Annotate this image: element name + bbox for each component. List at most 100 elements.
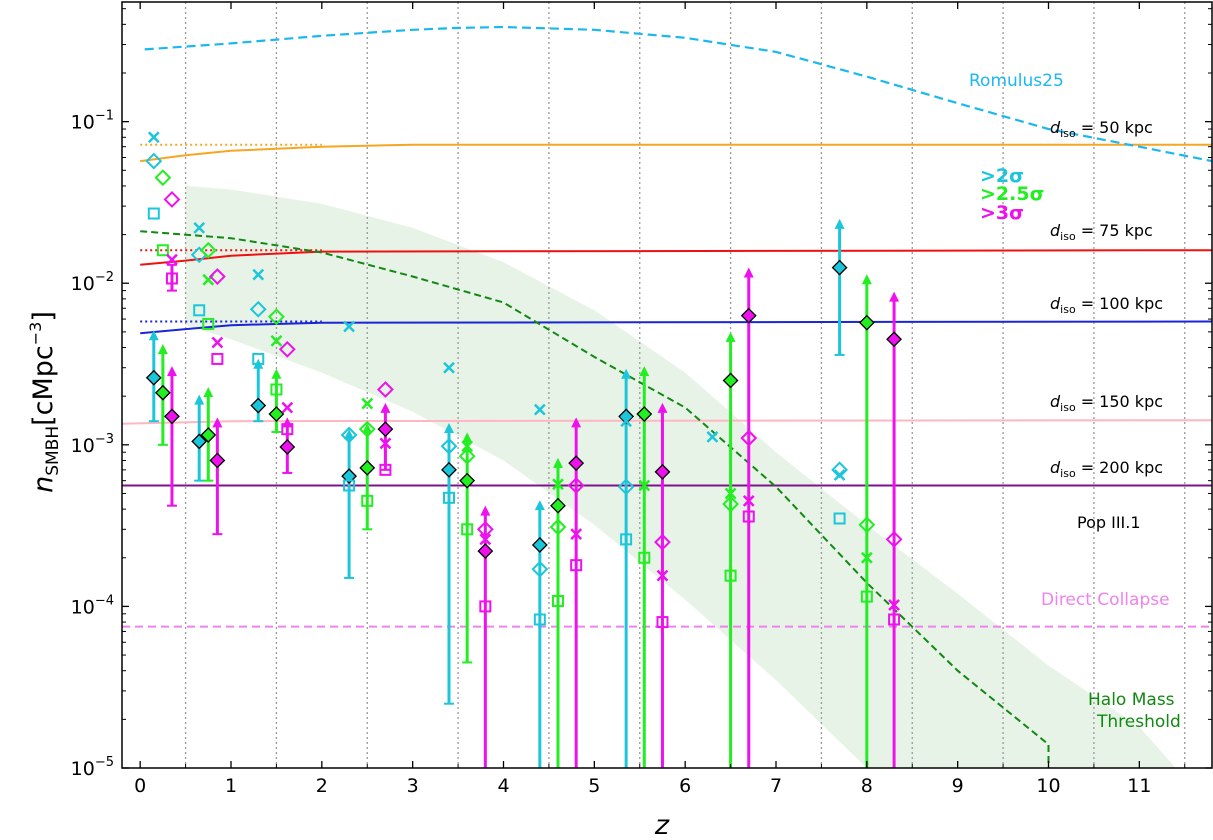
data-point xyxy=(281,423,294,436)
data-point xyxy=(833,512,846,525)
data-point xyxy=(618,408,635,425)
upper-limit-arrow xyxy=(553,457,563,468)
data-point xyxy=(636,406,653,422)
romulus-label: Romulus25 xyxy=(969,71,1064,91)
data-point xyxy=(860,590,873,603)
data-point xyxy=(656,616,669,629)
data-point xyxy=(706,430,719,443)
upper-limit-arrow xyxy=(657,402,668,413)
data-point xyxy=(552,595,564,608)
data-point xyxy=(343,479,356,492)
data-point xyxy=(459,472,476,489)
upper-limit-arrow xyxy=(444,423,454,434)
data-point xyxy=(638,551,651,564)
data-point xyxy=(193,222,206,234)
data-point xyxy=(359,459,376,476)
upper-limit-arrow xyxy=(344,429,355,440)
data-point xyxy=(440,437,458,455)
iso-subscript: iso xyxy=(1060,230,1076,243)
iso-subscript: iso xyxy=(1060,303,1076,316)
svg-text:diso= 75 kpc: diso = 75 kpc xyxy=(1050,221,1153,243)
data-point xyxy=(379,437,392,450)
data-point xyxy=(208,268,226,285)
data-point xyxy=(617,478,635,496)
upper-limit-arrow xyxy=(621,368,632,379)
data-point xyxy=(250,397,267,414)
data-point xyxy=(831,259,848,276)
data-point xyxy=(209,452,226,469)
data-point xyxy=(191,433,208,450)
x-tick-label: 6 xyxy=(679,775,691,797)
data-point xyxy=(461,440,474,453)
data-point xyxy=(740,307,757,324)
x-tick-label: 3 xyxy=(407,775,419,797)
x-tick-label: 8 xyxy=(861,775,873,797)
x-tick-label: 9 xyxy=(952,775,964,797)
data-point xyxy=(270,383,283,396)
y-tick-label: 10−2 xyxy=(71,270,114,295)
data-point xyxy=(479,600,492,613)
data-point xyxy=(638,479,651,492)
upper-limit-arrow xyxy=(462,432,473,443)
upper-limit-arrow xyxy=(166,366,177,377)
data-point xyxy=(164,408,180,425)
data-point xyxy=(377,381,394,398)
data-point xyxy=(443,491,455,504)
data-point xyxy=(550,497,566,514)
data-point xyxy=(377,421,394,438)
data-point xyxy=(268,406,285,422)
data-point xyxy=(166,253,178,266)
data-point xyxy=(533,403,546,416)
data-point xyxy=(252,352,265,365)
data-point xyxy=(165,272,178,285)
data-point xyxy=(202,317,215,330)
d75-value: = 75 kpc xyxy=(1081,221,1153,240)
halo-mass-band xyxy=(185,185,1176,768)
svg-text:diso= 50 kpc: diso = 50 kpc xyxy=(1050,118,1153,140)
data-point xyxy=(343,320,355,333)
upper-limit-arrow xyxy=(743,267,754,278)
data-point xyxy=(441,461,457,478)
data-point xyxy=(570,559,583,572)
data-point xyxy=(193,304,206,317)
upper-limit-arrow xyxy=(571,417,582,428)
data-point xyxy=(724,569,737,582)
svg-text:diso= 150 kpc: diso = 150 kpc xyxy=(1050,392,1163,414)
data-point xyxy=(281,401,294,414)
upper-limit-arrow xyxy=(834,218,845,229)
upper-limit-arrow xyxy=(861,274,872,285)
d150-label: diso = 150 kpc xyxy=(1050,392,1163,414)
data-point xyxy=(620,533,633,546)
data-point xyxy=(156,244,169,257)
data-point xyxy=(211,336,224,349)
iso-subscript: iso xyxy=(1060,127,1076,140)
data-point xyxy=(654,463,671,480)
iso-subscript: iso xyxy=(1060,467,1076,480)
y-tick-label: 10−5 xyxy=(71,755,114,780)
data-point xyxy=(270,334,283,347)
data-point xyxy=(549,518,567,536)
data-point xyxy=(742,494,755,507)
svg-text:diso= 100 kpc: diso = 100 kpc xyxy=(1050,294,1163,316)
y-tick-label: 10−4 xyxy=(71,593,114,618)
d-symbol: d xyxy=(1050,294,1061,313)
data-point xyxy=(570,528,583,541)
d100-value: = 100 kpc xyxy=(1081,294,1163,313)
d75-label: diso = 75 kpc xyxy=(1050,221,1153,243)
data-point xyxy=(361,397,374,410)
data-point xyxy=(886,331,903,348)
data-point xyxy=(145,152,163,170)
data-point xyxy=(722,495,739,513)
d-symbol: d xyxy=(1050,221,1061,240)
data-point xyxy=(458,447,476,465)
d-symbol: d xyxy=(1050,118,1061,137)
data-point xyxy=(858,314,875,331)
data-point xyxy=(620,415,633,428)
data-point xyxy=(147,131,160,144)
data-point xyxy=(885,530,903,548)
x-tick-label: 7 xyxy=(770,775,782,797)
popiii-label: Pop III.1 xyxy=(1077,513,1141,532)
data-point xyxy=(163,191,181,208)
data-point xyxy=(531,560,549,578)
data-point xyxy=(279,439,296,455)
